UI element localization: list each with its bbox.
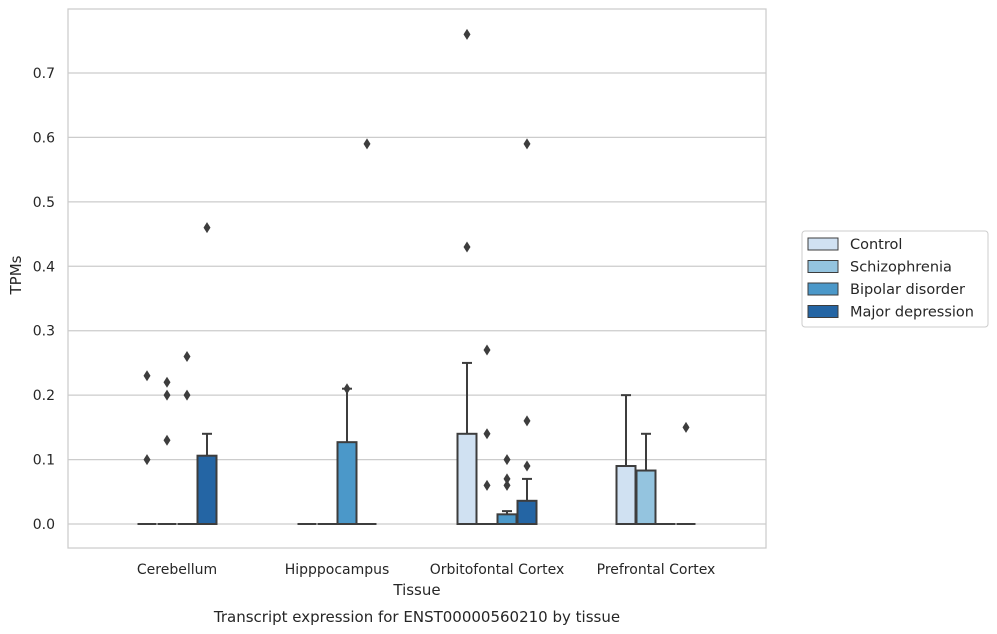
chart-caption: Transcript expression for ENST0000056021…: [213, 608, 620, 626]
outlier-point: [483, 428, 491, 440]
box: [635, 469, 657, 525]
legend-swatch: [807, 237, 839, 251]
box-2-0: [177, 350, 197, 525]
x-tick-label: Orbitofontal Cortex: [430, 562, 565, 578]
legend-swatch: [807, 305, 839, 318]
legend-label: Bipolar disorder: [850, 282, 965, 298]
box-3-1: [357, 138, 377, 525]
y-axis-title: TPMs: [7, 255, 25, 295]
legend-label: Control: [850, 237, 902, 253]
y-tick-label: 0.7: [33, 66, 55, 82]
legend: Control Schizophrenia Bipolar disorder Majo…: [801, 230, 989, 328]
legend-frame: [801, 230, 989, 328]
outlier-point: [523, 138, 531, 150]
y-tick-label: 0.5: [33, 195, 55, 211]
outlier-point: [143, 370, 151, 382]
y-tick-label: 0.3: [33, 324, 55, 340]
y-tick-label: 0.1: [33, 453, 55, 469]
outlier-point: [363, 138, 371, 150]
legend-swatch: [807, 282, 839, 296]
outlier-point: [523, 460, 531, 472]
outlier-point: [503, 454, 511, 466]
plot-frame: [67, 8, 767, 549]
box-3-2: [516, 138, 538, 526]
gridlines: [68, 72, 766, 525]
box-3-3: [676, 421, 696, 525]
box-1-3: [635, 432, 657, 525]
box: [615, 465, 637, 525]
box: [336, 441, 358, 525]
box-1-0: [157, 376, 177, 525]
y-tick-label: 0.6: [33, 130, 55, 146]
y-axis-ticks: 0.0 0.1 0.2 0.3 0.4 0.5 0.6 0.7: [33, 66, 55, 533]
box-0-3: [615, 394, 637, 525]
x-axis-ticks: Cerebellum Hipppocampus Orbitofontal Corte…: [137, 562, 715, 578]
x-tick-label: Cerebellum: [137, 562, 217, 578]
outlier-point: [163, 434, 171, 446]
box-1-2: [477, 344, 497, 525]
outlier-point: [343, 383, 351, 395]
outlier-point: [483, 344, 491, 356]
outlier-point: [183, 389, 191, 401]
box: [516, 499, 538, 526]
box-0-2: [456, 28, 478, 526]
x-axis-title: Tissue: [392, 581, 440, 599]
x-tick-label: Prefrontal Cortex: [597, 562, 716, 578]
box: [196, 454, 218, 525]
outlier-point: [203, 222, 211, 234]
box-3-0: [196, 222, 218, 525]
outlier-point: [463, 28, 471, 40]
box-2-1: [336, 383, 358, 525]
outlier-point: [143, 454, 151, 466]
outlier-point: [503, 479, 511, 491]
y-tick-label: 0.2: [33, 388, 55, 404]
outlier-point: [163, 389, 171, 401]
legend-label: Schizophrenia: [850, 260, 952, 276]
x-tick-label: Hipppocampus: [285, 562, 390, 578]
outlier-point: [183, 350, 191, 362]
box-2-2: [496, 454, 518, 526]
outlier-point: [682, 421, 690, 433]
legend-label: Major depression: [850, 305, 974, 321]
legend-swatch: [807, 260, 839, 273]
outlier-point: [163, 376, 171, 388]
box: [496, 513, 518, 526]
outlier-point: [463, 241, 471, 253]
outlier-point: [503, 473, 511, 485]
outlier-point: [483, 479, 491, 491]
y-tick-label: 0.4: [33, 259, 55, 275]
outlier-point: [523, 415, 531, 427]
y-tick-label: 0.0: [33, 517, 55, 533]
box-0-0: [137, 370, 157, 525]
plot-marks: [137, 28, 696, 526]
box: [456, 432, 478, 526]
